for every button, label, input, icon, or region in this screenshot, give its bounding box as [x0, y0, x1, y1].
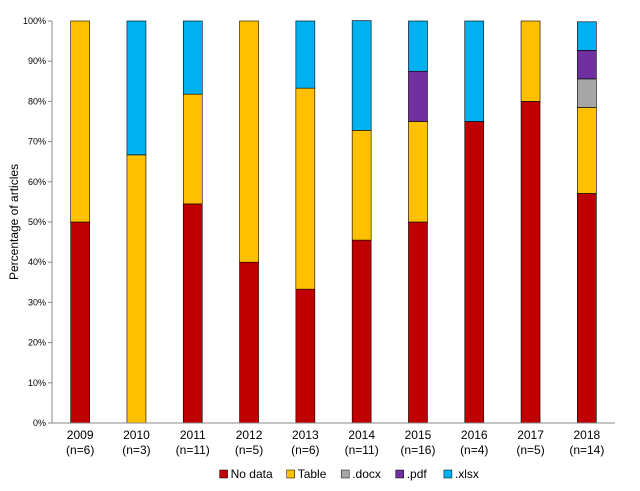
x-label-count: (n=4) — [460, 443, 488, 457]
bar-segment-2014-nodata — [351, 239, 372, 424]
bar-segment-2018-nodata — [577, 193, 597, 424]
x-label-year: 2009 — [67, 428, 94, 442]
bar-segment-2012-table — [239, 20, 259, 263]
x-label-year: 2017 — [517, 428, 544, 442]
y-tick-label: 20% — [28, 338, 46, 348]
y-tick-label: 40% — [28, 257, 46, 267]
y-tick-label: 0% — [33, 418, 46, 428]
bar-segment-2009-table — [70, 20, 90, 223]
x-label-year: 2018 — [573, 428, 600, 442]
legend-label: .xlsx — [455, 467, 479, 481]
bar-segment-2018-xlsx — [577, 21, 597, 51]
legend-swatch — [340, 469, 350, 479]
bar-segment-2012-nodata — [239, 261, 259, 424]
y-axis-ticks: 0% 10% 20% 30% 40% 50% 60% 70% 80% 90% 100% — [23, 16, 52, 428]
bar-segment-2010-table — [126, 154, 147, 424]
x-label-count: (n=6) — [66, 443, 94, 457]
x-label-count: (n=6) — [291, 443, 319, 457]
bar-segment-2015-xlsx — [408, 20, 428, 72]
bar-segment-2013-xlsx — [295, 20, 316, 89]
x-label-count: (n=3) — [122, 443, 150, 457]
legend-label: Table — [298, 467, 327, 481]
y-tick-label: 70% — [28, 137, 46, 147]
legend-swatch — [219, 469, 228, 479]
y-tick-label: 50% — [28, 217, 46, 227]
legend-label: .pdf — [407, 467, 428, 481]
bar-segment-2013-nodata — [295, 288, 316, 424]
legend-label: No data — [231, 467, 273, 481]
x-label-count: (n=16) — [400, 443, 435, 457]
x-label-count: (n=5) — [516, 443, 544, 457]
legend-swatch — [443, 469, 453, 479]
bar-segment-2015-nodata — [408, 221, 428, 424]
bar-segment-2011-nodata — [182, 203, 203, 424]
y-tick-label: 60% — [28, 177, 46, 187]
y-tick-label: 80% — [28, 96, 46, 106]
x-label-count: (n=11) — [176, 443, 210, 457]
bar-segment-2018-table — [577, 107, 597, 194]
legend-swatch — [395, 469, 404, 479]
x-axis-labels: 2009(n=6)2010(n=3)2011(n=11)2012(n=5)201… — [66, 428, 604, 457]
bar-segment-2017-nodata — [520, 101, 541, 424]
bar-segment-2014-table — [351, 130, 372, 241]
bar-segment-2018-docx — [577, 78, 597, 108]
y-tick-label: 30% — [28, 297, 46, 307]
bar-segment-2013-table — [295, 87, 316, 290]
bars — [70, 20, 597, 424]
y-tick-label: 10% — [28, 378, 46, 388]
bar-segment-2011-xlsx — [182, 20, 203, 95]
x-label-year: 2014 — [348, 428, 375, 442]
bar-segment-2015-pdf — [408, 70, 428, 122]
x-label-year: 2012 — [236, 428, 263, 442]
legend-label: .docx — [352, 467, 381, 481]
bar-segment-2009-nodata — [70, 221, 90, 424]
bar-segment-2016-nodata — [464, 121, 485, 424]
y-tick-label: 100% — [23, 16, 46, 26]
legend-swatch — [286, 469, 295, 479]
x-label-year: 2015 — [405, 428, 432, 442]
bar-segment-2011-table — [182, 93, 203, 205]
x-label-count: (n=14) — [569, 443, 604, 457]
bar-segment-2017-table — [520, 20, 541, 102]
x-label-year: 2010 — [123, 428, 150, 442]
y-axis-title: Percentage of articles — [7, 164, 21, 280]
bar-segment-2018-pdf — [577, 50, 597, 80]
x-label-year: 2016 — [461, 428, 488, 442]
x-label-count: (n=11) — [345, 443, 379, 457]
bar-segment-2014-xlsx — [351, 20, 372, 131]
y-tick-label: 90% — [28, 56, 46, 66]
bar-segment-2015-table — [408, 121, 428, 223]
bar-segment-2016-xlsx — [464, 20, 485, 122]
legend: No data Table .docx .pdf .xlsx — [219, 467, 479, 481]
x-label-count: (n=5) — [235, 443, 263, 457]
bar-segment-2010-xlsx — [126, 20, 147, 156]
x-label-year: 2013 — [292, 428, 319, 442]
x-label-year: 2011 — [180, 428, 206, 442]
